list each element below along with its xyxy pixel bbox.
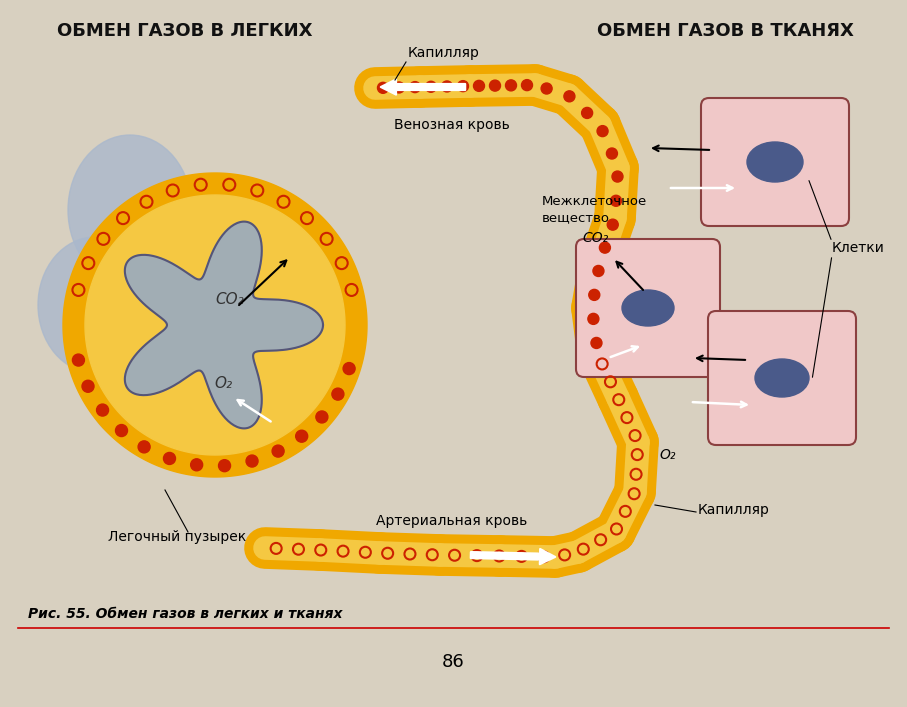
- Circle shape: [316, 411, 328, 423]
- Circle shape: [73, 354, 84, 366]
- Circle shape: [377, 82, 388, 93]
- Circle shape: [82, 380, 94, 392]
- Circle shape: [564, 90, 575, 102]
- Circle shape: [163, 452, 175, 464]
- Circle shape: [246, 455, 258, 467]
- Circle shape: [272, 445, 284, 457]
- Text: Легочный пузырек: Легочный пузырек: [108, 530, 246, 544]
- Circle shape: [607, 219, 619, 230]
- Circle shape: [610, 195, 621, 206]
- Circle shape: [541, 83, 552, 94]
- Ellipse shape: [38, 237, 152, 373]
- FancyBboxPatch shape: [576, 239, 720, 377]
- Circle shape: [612, 171, 623, 182]
- Circle shape: [490, 80, 501, 91]
- Polygon shape: [85, 195, 345, 455]
- Text: Межклеточное
вещество: Межклеточное вещество: [542, 195, 648, 224]
- Circle shape: [591, 337, 602, 349]
- Circle shape: [332, 388, 344, 400]
- Text: Артериальная кровь: Артериальная кровь: [376, 514, 528, 528]
- Text: 86: 86: [442, 653, 464, 671]
- FancyBboxPatch shape: [701, 98, 849, 226]
- Circle shape: [343, 363, 356, 375]
- Text: ОБМЕН ГАЗОВ В ТКАНЯХ: ОБМЕН ГАЗОВ В ТКАНЯХ: [597, 22, 853, 40]
- Circle shape: [607, 148, 618, 159]
- Text: Капилляр: Капилляр: [408, 46, 480, 60]
- Text: Капилляр: Капилляр: [698, 503, 770, 517]
- Ellipse shape: [86, 327, 190, 443]
- Polygon shape: [63, 173, 367, 477]
- Ellipse shape: [140, 218, 236, 322]
- Circle shape: [115, 424, 128, 436]
- Text: Рис. 55. Обмен газов в легких и тканях: Рис. 55. Обмен газов в легких и тканях: [28, 607, 343, 621]
- Ellipse shape: [747, 142, 803, 182]
- Circle shape: [394, 82, 405, 93]
- Text: CO₂: CO₂: [216, 293, 244, 308]
- Circle shape: [425, 81, 436, 93]
- Circle shape: [593, 265, 604, 276]
- Ellipse shape: [755, 359, 809, 397]
- Text: Клетки: Клетки: [832, 241, 885, 255]
- FancyBboxPatch shape: [708, 311, 856, 445]
- Circle shape: [505, 80, 516, 91]
- Text: O₂: O₂: [659, 448, 677, 462]
- Circle shape: [600, 242, 610, 253]
- Circle shape: [296, 430, 307, 442]
- Ellipse shape: [68, 135, 192, 285]
- Circle shape: [473, 81, 484, 91]
- Circle shape: [597, 126, 608, 136]
- Circle shape: [138, 441, 150, 453]
- Circle shape: [409, 81, 421, 93]
- Circle shape: [442, 81, 453, 92]
- Circle shape: [457, 81, 469, 92]
- Circle shape: [589, 289, 600, 300]
- Text: Венозная кровь: Венозная кровь: [395, 118, 510, 132]
- Ellipse shape: [622, 290, 674, 326]
- Polygon shape: [125, 221, 323, 428]
- Circle shape: [96, 404, 109, 416]
- Circle shape: [522, 80, 532, 90]
- Text: CO₂: CO₂: [582, 231, 609, 245]
- Circle shape: [219, 460, 230, 472]
- Text: O₂: O₂: [214, 375, 232, 390]
- Circle shape: [588, 313, 599, 325]
- Text: ОБМЕН ГАЗОВ В ЛЕГКИХ: ОБМЕН ГАЗОВ В ЛЕГКИХ: [57, 22, 313, 40]
- Circle shape: [581, 107, 592, 119]
- Circle shape: [190, 459, 202, 471]
